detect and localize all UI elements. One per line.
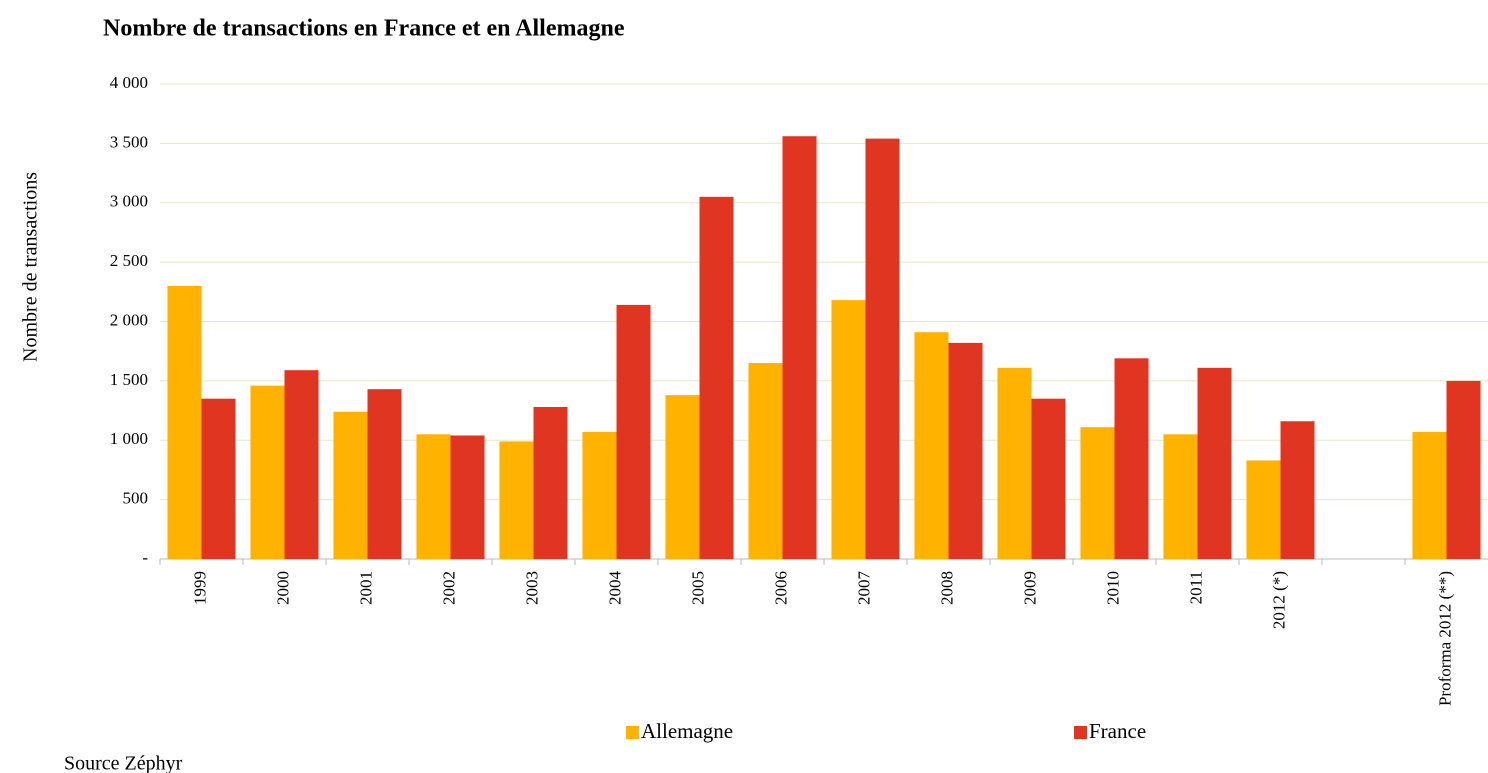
y-tick-label: 3 500: [110, 132, 148, 151]
bar: [1163, 434, 1198, 559]
x-tick-label: 2006: [771, 571, 790, 605]
legend-swatch: [626, 726, 639, 739]
chart-title: Nombre de transactions en France et en A…: [103, 16, 625, 42]
bar: [450, 435, 485, 559]
y-tick-label: 4 000: [110, 73, 148, 92]
legend-label: Allemagne: [641, 719, 733, 743]
bar: [499, 441, 534, 559]
y-tick-label: 2 000: [110, 310, 148, 329]
x-tick-label: 2003: [522, 571, 541, 605]
source-note: Source Zéphyr: [64, 753, 183, 773]
bar: [748, 363, 783, 559]
bar: [1446, 380, 1481, 559]
x-tick-label: 2012 (*): [1269, 571, 1288, 629]
bar: [914, 332, 949, 559]
bar: [1114, 358, 1149, 559]
bar: [1080, 427, 1115, 559]
bar: [616, 304, 651, 559]
bar: [865, 138, 900, 559]
x-tick-label: 2005: [688, 571, 707, 605]
x-tick-label: 2011: [1186, 571, 1205, 604]
y-tick-label: 2 500: [110, 251, 148, 270]
x-tick-label: 2004: [605, 571, 624, 606]
x-tick-label: 2007: [854, 571, 873, 606]
bar: [948, 342, 983, 559]
bar: [831, 300, 866, 559]
bar: [533, 407, 568, 559]
legend-swatch: [1074, 726, 1087, 739]
y-tick-label: 1 000: [110, 429, 148, 448]
y-axis-label: Nombre de transactions: [20, 172, 42, 362]
bar: [416, 434, 451, 559]
y-tick-label: -: [142, 548, 148, 567]
x-tick-label: 2009: [1020, 571, 1039, 605]
bar: [699, 196, 734, 559]
legend-label: France: [1089, 719, 1146, 743]
bar: [284, 370, 319, 559]
bar: [582, 431, 617, 559]
bar: [665, 395, 700, 559]
bar: [367, 389, 402, 559]
y-tick-label: 500: [123, 489, 149, 508]
x-tick-label: 2008: [937, 571, 956, 605]
bar: [167, 285, 202, 559]
bar: [1412, 431, 1447, 559]
bar: [1280, 421, 1315, 559]
x-tick-label: 2000: [273, 571, 292, 605]
bar: [782, 136, 817, 559]
y-tick-label: 1 500: [110, 370, 148, 389]
bar: [997, 367, 1032, 559]
x-tick-label: 2002: [439, 571, 458, 605]
bar: [250, 385, 285, 559]
x-tick-label: 2010: [1103, 571, 1122, 605]
x-tick-label: 2001: [356, 571, 375, 605]
y-tick-label: 3 000: [110, 192, 148, 211]
x-tick-label: Proforma 2012 (**): [1435, 571, 1454, 706]
bar: [1246, 460, 1281, 559]
x-tick-label: 1999: [190, 571, 209, 605]
bar: [1197, 367, 1232, 559]
bar: [333, 411, 368, 559]
bar: [201, 398, 236, 559]
bar: [1031, 398, 1066, 559]
